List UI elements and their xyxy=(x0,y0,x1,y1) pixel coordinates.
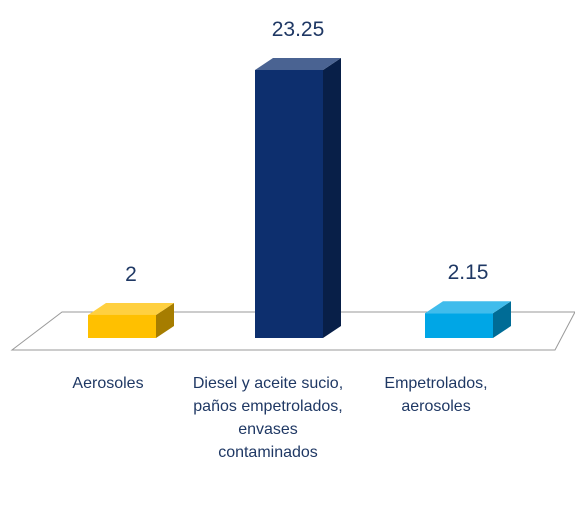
bar-side xyxy=(156,302,174,338)
category-label: Empetrolados, aerosoles xyxy=(384,375,488,415)
value-label: 2.15 xyxy=(448,261,489,284)
bar-side xyxy=(323,58,341,338)
bar-top xyxy=(255,58,341,70)
bar-top xyxy=(425,301,511,314)
bar xyxy=(88,314,156,338)
category-label: Aerosoles xyxy=(72,375,144,392)
value-label: 23.25 xyxy=(272,18,325,41)
bar-top xyxy=(88,302,174,315)
value-label: 2 xyxy=(125,263,137,286)
bar xyxy=(425,313,493,338)
bar xyxy=(255,70,323,338)
bar-side xyxy=(493,301,511,338)
category-label: Diesel y aceite sucio, paños empetrolado… xyxy=(192,375,344,461)
